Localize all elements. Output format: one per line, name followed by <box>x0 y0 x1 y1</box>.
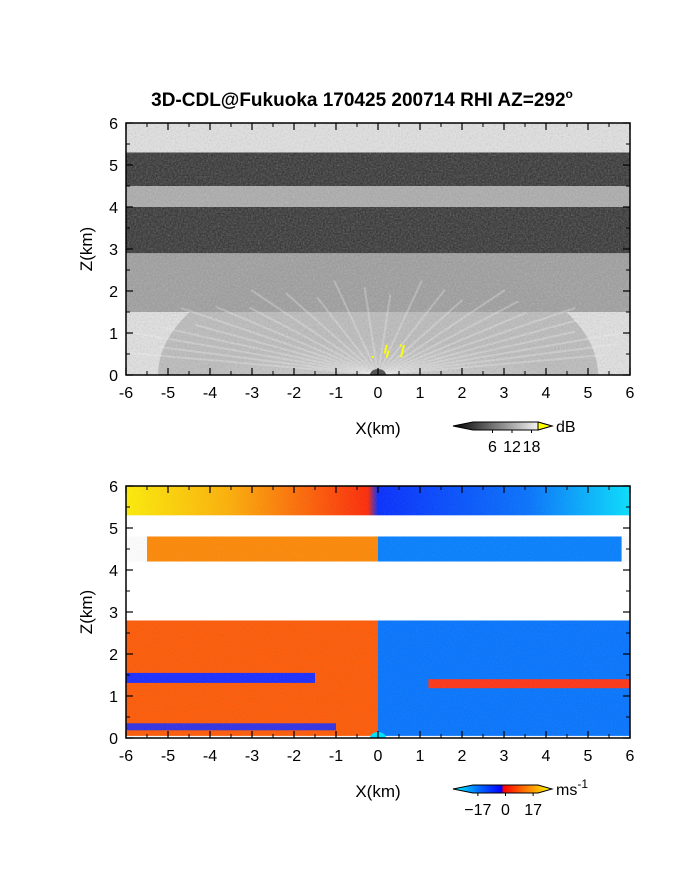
colorbar-tick-label: 18 <box>523 439 541 456</box>
x-tick-label: 2 <box>458 385 467 402</box>
x-tick-label: -4 <box>203 385 217 402</box>
colorbar-tick-label: 0 <box>501 802 510 819</box>
x-tick-label: 4 <box>542 748 551 765</box>
colorbar-tick-label: 12 <box>503 439 521 456</box>
x-axis-label: X(km) <box>355 782 400 801</box>
x-tick-label: -1 <box>329 385 343 402</box>
backscatter-saturated-speck <box>384 348 387 351</box>
y-tick-label: 2 <box>109 647 118 664</box>
colorbar-overflow-triangle <box>537 421 554 431</box>
backscatter-saturated-speck <box>401 348 404 351</box>
x-tick-label: 6 <box>626 748 635 765</box>
y-tick-label: 1 <box>109 689 118 706</box>
backscatter-saturated-speck <box>387 350 390 353</box>
doppler-heatmap <box>126 486 630 738</box>
x-tick-label: -3 <box>245 385 259 402</box>
y-tick-label: 2 <box>109 284 118 301</box>
y-tick-label: 5 <box>109 521 118 538</box>
x-tick-label: -2 <box>287 748 301 765</box>
y-tick-label: 4 <box>109 563 118 580</box>
colorbar-bar <box>452 784 554 794</box>
backscatter-saturated-speck <box>400 355 403 358</box>
y-tick-label: 1 <box>109 326 118 343</box>
backscatter-axes: -6 -5 -4 -3 -2 -1 0 1 2 3 4 5 6 0 1 2 3 4 5 6 X(km) Z(km) <box>77 116 635 438</box>
doppler-no-echo-gap <box>126 515 630 537</box>
x-tick-label: 1 <box>416 385 425 402</box>
x-tick-label: 3 <box>500 385 509 402</box>
backscatter-heatmap <box>126 123 630 375</box>
colorbar-unit: ms-1 <box>556 777 588 799</box>
colorbar-tick-label: 17 <box>524 802 542 819</box>
backscatter-saturated-speck <box>400 353 403 356</box>
backscatter-saturated-speck <box>402 346 405 349</box>
y-tick-label: 0 <box>109 368 118 385</box>
x-tick-label: 2 <box>458 748 467 765</box>
y-tick-label: 3 <box>109 605 118 622</box>
backscatter-saturated-speck <box>402 345 405 348</box>
x-tick-label: -2 <box>287 385 301 402</box>
colorbar-tick-label: 6 <box>488 439 497 456</box>
backscatter-saturated-speck <box>371 356 374 359</box>
y-tick-label: 4 <box>109 200 118 217</box>
y-axis-label: Z(km) <box>77 227 96 271</box>
y-tick-label: 0 <box>109 731 118 748</box>
colorbar-unit-text: ms <box>556 782 577 799</box>
y-axis-label: Z(km) <box>77 590 96 634</box>
x-tick-label: -4 <box>203 748 217 765</box>
y-tick-label: 5 <box>109 158 118 175</box>
colorbar-unit-exponent: -1 <box>577 777 588 791</box>
backscatter-saturated-speck <box>384 349 387 352</box>
x-tick-label: 5 <box>584 748 593 765</box>
x-tick-label: 0 <box>374 385 383 402</box>
chart-title: 3D-CDL@Fukuoka 170425 200714 RHI AZ=292o <box>151 87 573 111</box>
x-tick-label: -3 <box>245 748 259 765</box>
x-tick-label: -5 <box>161 385 175 402</box>
y-tick-label: 6 <box>109 116 118 133</box>
x-tick-label: 4 <box>542 385 551 402</box>
x-tick-label: -6 <box>119 748 133 765</box>
backscatter-saturated-speck <box>383 351 386 354</box>
backscatter-saturated-speck <box>385 344 388 347</box>
x-tick-label: -5 <box>161 748 175 765</box>
backscatter-saturated-speck <box>386 354 389 356</box>
backscatter-saturated-speck <box>401 350 404 353</box>
backscatter-saturated-speck <box>385 355 388 358</box>
backscatter-colorbar: dB 6 12 18 <box>452 419 576 456</box>
y-tick-label: 3 <box>109 242 118 259</box>
backscatter-saturated-speck <box>386 352 389 355</box>
colorbar-tick-label: −17 <box>464 802 491 819</box>
doppler-axes: -6 -5 -4 -3 -2 -1 0 1 2 3 4 5 6 0 1 2 3 4 5 6 X(km) Z(km) <box>77 479 635 801</box>
x-tick-label: 0 <box>374 748 383 765</box>
backscatter-saturated-speck <box>385 346 388 349</box>
x-tick-label: 1 <box>416 748 425 765</box>
x-tick-label: 6 <box>626 385 635 402</box>
colorbar-unit: dB <box>556 419 576 436</box>
backscatter-saturated-speck <box>399 344 402 347</box>
x-tick-label: 5 <box>584 385 593 402</box>
colorbar-bar <box>452 421 554 431</box>
x-tick-label: -6 <box>119 385 133 402</box>
x-axis-label: X(km) <box>355 419 400 438</box>
backscatter-noise <box>126 123 630 375</box>
y-tick-label: 6 <box>109 479 118 496</box>
x-tick-label: 3 <box>500 748 509 765</box>
backscatter-saturated-speck <box>401 351 404 354</box>
x-tick-label: -1 <box>329 748 343 765</box>
doppler-no-echo-gap <box>126 561 630 621</box>
doppler-colorbar: ms-1 −17 0 17 <box>452 777 588 819</box>
colorbar-unit-text: dB <box>556 419 576 436</box>
